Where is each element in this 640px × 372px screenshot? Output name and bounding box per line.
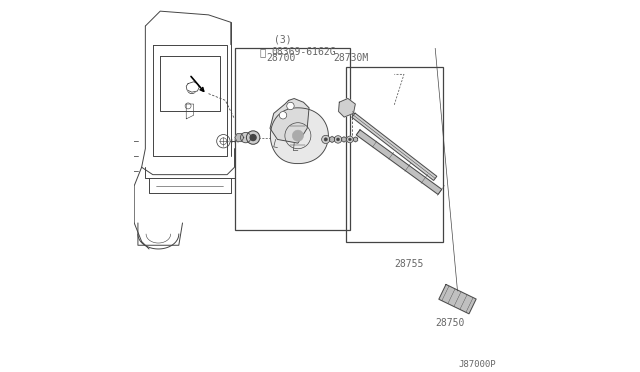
Polygon shape — [352, 113, 436, 180]
Polygon shape — [339, 99, 355, 117]
Polygon shape — [356, 130, 442, 195]
Polygon shape — [270, 99, 309, 143]
Polygon shape — [342, 137, 346, 142]
Bar — [346, 67, 443, 241]
Circle shape — [190, 87, 194, 91]
Text: (3): (3) — [274, 34, 292, 44]
Text: 08369-6162G: 08369-6162G — [272, 47, 336, 57]
Text: 28755: 28755 — [394, 259, 424, 269]
Circle shape — [250, 135, 256, 141]
Polygon shape — [186, 82, 199, 92]
Polygon shape — [353, 137, 358, 142]
Circle shape — [347, 136, 353, 143]
Polygon shape — [439, 285, 476, 314]
Circle shape — [241, 132, 251, 143]
Text: 28700: 28700 — [266, 52, 296, 62]
Circle shape — [287, 102, 294, 110]
Polygon shape — [235, 134, 244, 141]
Circle shape — [292, 130, 303, 141]
Circle shape — [246, 131, 260, 144]
Text: 28730M: 28730M — [333, 52, 368, 62]
Text: Ⓢ: Ⓢ — [259, 47, 266, 57]
Circle shape — [322, 135, 330, 144]
Polygon shape — [330, 137, 335, 142]
Circle shape — [279, 112, 287, 119]
Circle shape — [334, 136, 342, 143]
Circle shape — [349, 138, 351, 141]
Circle shape — [337, 138, 339, 141]
Polygon shape — [271, 108, 328, 164]
Text: J87000P: J87000P — [459, 360, 497, 369]
Text: 28750: 28750 — [435, 318, 465, 328]
Circle shape — [324, 138, 328, 141]
Bar — [234, 48, 349, 230]
